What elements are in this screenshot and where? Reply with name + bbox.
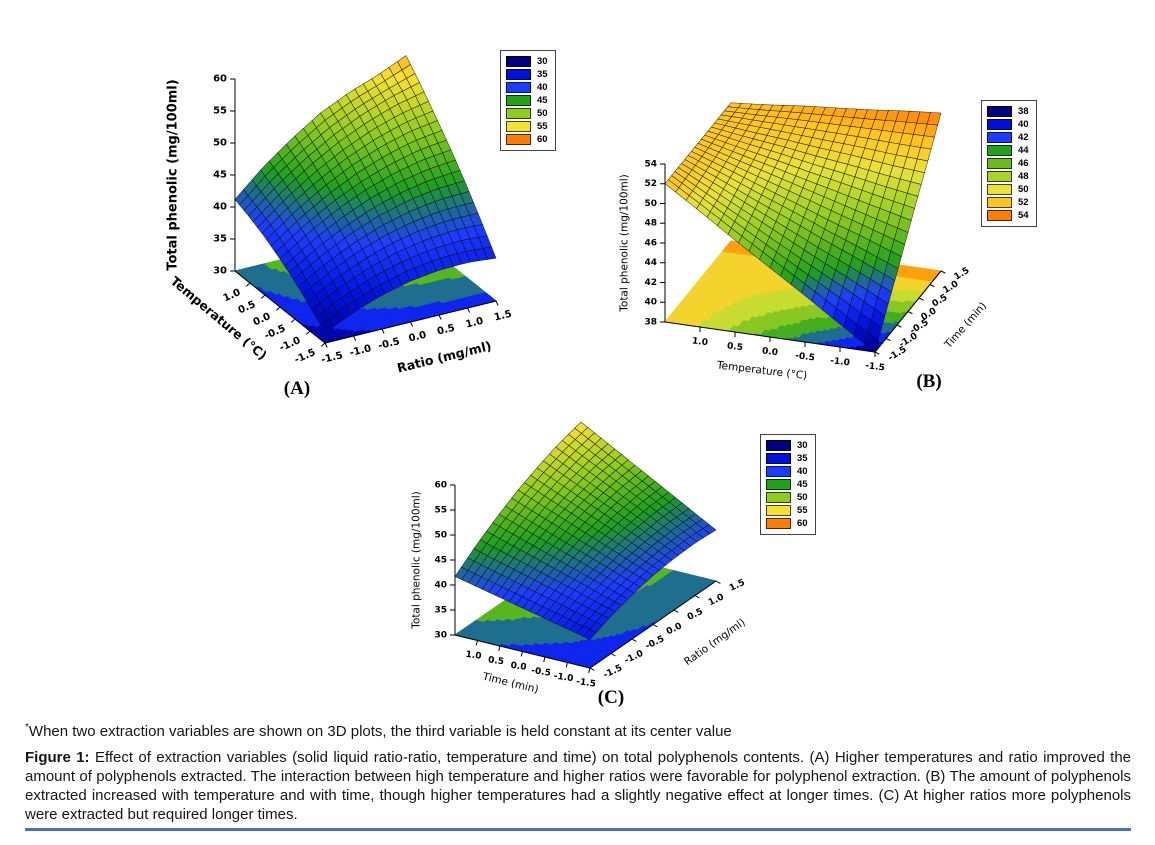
legend-value: 40 [537,82,548,93]
legend-swatch [766,505,791,516]
legend-value: 38 [1018,106,1029,117]
panel-label-a: (A) [283,378,311,399]
legend-value: 46 [1018,158,1029,169]
legend-swatch [506,121,531,132]
legend-swatch [506,69,531,80]
panel-label-c: (C) [597,687,625,708]
surface-plot-b [590,40,1155,410]
footnote-text: When two extraction variables are shown … [28,723,732,740]
legend-value: 55 [537,121,548,132]
legend-row: 60 [766,518,808,529]
figure-caption-label: Figure 1: [25,749,90,766]
legend-row: 40 [987,119,1029,130]
legend-swatch [987,184,1012,195]
figure-footnote: *When two extraction variables are shown… [25,722,1131,740]
legend-value: 48 [1018,171,1029,182]
legend-value: 35 [797,453,808,464]
legend-swatch [506,95,531,106]
legend-row: 46 [987,158,1029,169]
panel-label-b: (B) [916,371,942,392]
legend-row: 42 [987,132,1029,143]
legend-row: 50 [506,108,548,119]
legend-row: 55 [766,505,808,516]
legend-value: 50 [537,108,548,119]
legend-value: 55 [797,505,808,516]
footnote-marker: * [25,722,29,733]
legend-value: 60 [797,518,808,529]
legend-swatch [987,119,1012,130]
legend-value: 40 [1018,119,1029,130]
legend-row: 45 [506,95,548,106]
legend-row: 44 [987,145,1029,156]
legend-value: 54 [1018,210,1029,221]
legend-value: 35 [537,69,548,80]
legend-row: 30 [766,440,808,451]
legend-row: 35 [766,453,808,464]
legend-swatch [766,479,791,490]
legend-row: 52 [987,197,1029,208]
legend-swatch [766,440,791,451]
legend-value: 30 [537,56,548,67]
legend-c: 30 35 40 45 50 55 60 [760,434,816,535]
legend-value: 42 [1018,132,1029,143]
legend-row: 35 [506,69,548,80]
legend-swatch [987,158,1012,169]
legend-swatch [987,171,1012,182]
legend-value: 60 [537,134,548,145]
legend-value: 50 [797,492,808,503]
legend-swatch [766,518,791,529]
legend-row: 50 [766,492,808,503]
legend-swatch [987,145,1012,156]
figure-caption: Figure 1: Effect of extraction variables… [25,748,1131,824]
legend-swatch [506,56,531,67]
legend-row: 50 [987,184,1029,195]
legend-swatch [766,453,791,464]
legend-value: 40 [797,466,808,477]
legend-swatch [987,132,1012,143]
legend-value: 52 [1018,197,1029,208]
legend-row: 55 [506,121,548,132]
legend-value: 30 [797,440,808,451]
legend-row: 40 [506,82,548,93]
legend-value: 45 [537,95,548,106]
legend-row: 30 [506,56,548,67]
legend-swatch [987,210,1012,221]
bottom-divider-line [25,828,1131,831]
legend-value: 45 [797,479,808,490]
legend-swatch [506,82,531,93]
legend-swatch [987,106,1012,117]
legend-a: 30 35 40 45 50 55 60 [500,50,556,151]
legend-row: 48 [987,171,1029,182]
legend-swatch [766,466,791,477]
legend-swatch [506,108,531,119]
legend-swatch [766,492,791,503]
legend-b: 38 40 42 44 46 48 50 52 54 [981,100,1037,227]
legend-row: 60 [506,134,548,145]
legend-row: 54 [987,210,1029,221]
legend-row: 38 [987,106,1029,117]
legend-row: 45 [766,479,808,490]
figure-caption-text: Effect of extraction variables (solid li… [25,749,1132,823]
legend-value: 44 [1018,145,1029,156]
legend-row: 40 [766,466,808,477]
legend-swatch [987,197,1012,208]
legend-value: 50 [1018,184,1029,195]
legend-swatch [506,134,531,145]
